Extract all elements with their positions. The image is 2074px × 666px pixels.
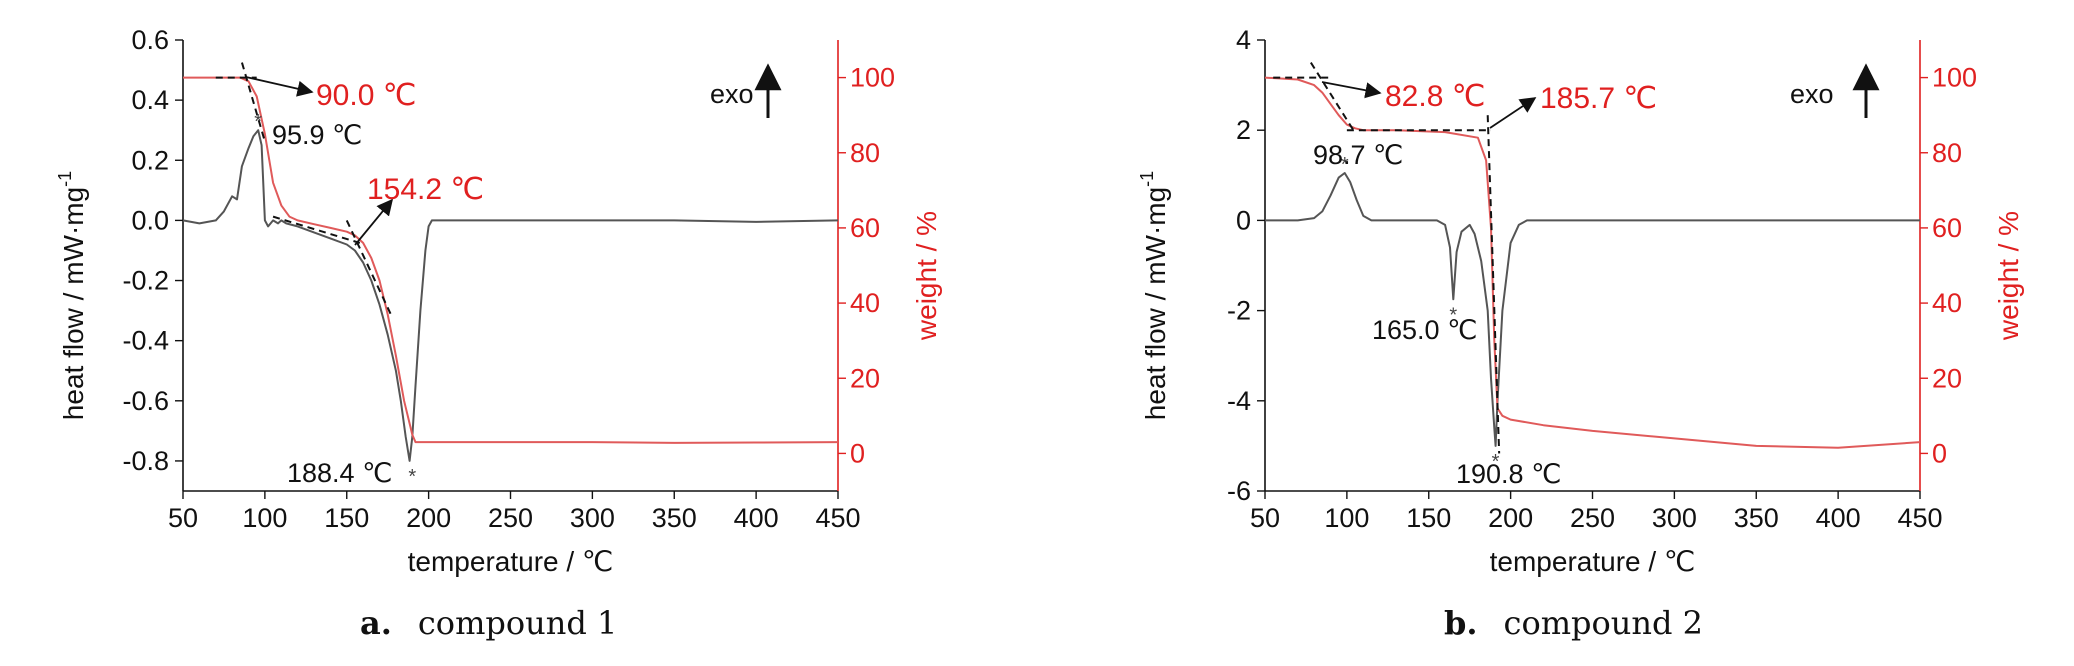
y-right-tick-label: 0	[1932, 438, 1947, 468]
tangent-line	[272, 215, 361, 244]
y-left-tick-label: 0.2	[131, 145, 169, 175]
x-axis-label: temperature / ℃	[1490, 546, 1696, 577]
caption-letter: b.	[1444, 604, 1478, 642]
peak-marker: *	[1341, 154, 1349, 176]
annotation-label: 185.7 ℃	[1540, 82, 1657, 115]
tangent-line	[240, 62, 266, 142]
x-tick-label: 150	[1406, 503, 1451, 533]
annotation-arrow	[1489, 97, 1537, 129]
tangent-line	[1310, 62, 1355, 131]
annotation-label: 154.2 ℃	[367, 173, 484, 206]
x-tick-label: 400	[734, 503, 779, 533]
annotation-label: 190.8 ℃	[1456, 459, 1561, 489]
annotation-label: 82.8 ℃	[1385, 80, 1485, 113]
y-axis-label-right: weight / %	[1993, 211, 2024, 341]
y-right-tick-label: 80	[850, 138, 880, 168]
x-tick-label: 350	[1734, 503, 1779, 533]
y-left-tick-label: -4	[1227, 386, 1251, 416]
y-axis-label-right: weight / %	[911, 211, 942, 341]
annotation-label: 188.4 ℃	[287, 458, 392, 488]
y-left-tick-label: -6	[1227, 476, 1251, 506]
y-right-tick-label: 20	[1932, 363, 1962, 393]
caption-text: compound 2	[1503, 604, 1704, 642]
annotation-label: 95.9 ℃	[272, 120, 362, 150]
y-left-tick-label: -2	[1227, 296, 1251, 326]
y-right-tick-label: 100	[1932, 63, 1977, 93]
y-left-tick-label: -0.6	[122, 386, 169, 416]
caption-a: a. compound 1	[360, 604, 617, 642]
y-axis-label-text: heat flow / mW·mg	[1140, 187, 1171, 420]
chart-panel-compound-2: 50 100 150 200 250 300 350 400 450420-2-4-610080…	[1137, 25, 2024, 577]
exo-label: exo	[1790, 79, 1834, 109]
x-tick-label: 450	[815, 503, 860, 533]
peak-marker: *	[1492, 451, 1500, 473]
dsc-heat-flow-line	[182, 129, 839, 462]
y-left-tick-label: -0.2	[122, 266, 169, 296]
x-tick-label: 50	[168, 503, 198, 533]
caption-text: compound 1	[417, 604, 618, 642]
y-axis-label-sup: -1	[1137, 171, 1157, 187]
x-tick-label: 200	[406, 503, 451, 533]
annotation-label: 165.0 ℃	[1372, 315, 1477, 345]
peak-marker: *	[408, 466, 416, 488]
chart-panel-compound-1: 50 100 150 200 250 300 350 400 4500.60.40.20.0-0…	[55, 25, 942, 577]
y-right-tick-label: 60	[1932, 213, 1962, 243]
y-left-tick-label: -0.8	[122, 446, 169, 476]
y-left-tick-label: 0.4	[131, 85, 169, 115]
y-left-tick-label: 0	[1236, 205, 1251, 235]
peak-marker: *	[254, 111, 262, 133]
y-axis-label-left: heat flow / mW·mg-1	[1137, 171, 1171, 420]
annotation-label: 98.7 ℃	[1313, 140, 1403, 170]
x-tick-label: 250	[1570, 503, 1615, 533]
x-axis-label: temperature / ℃	[408, 546, 614, 577]
y-right-tick-label: 60	[850, 213, 880, 243]
x-tick-label: 100	[242, 503, 287, 533]
y-right-tick-label: 80	[1932, 138, 1962, 168]
y-right-tick-label: 40	[1932, 288, 1962, 318]
x-tick-label: 100	[1324, 503, 1369, 533]
x-tick-label: 150	[324, 503, 369, 533]
tangent-line	[1486, 115, 1501, 454]
x-tick-label: 50	[1250, 503, 1280, 533]
y-right-tick-label: 40	[850, 288, 880, 318]
y-left-tick-label: 4	[1236, 25, 1251, 55]
exo-label: exo	[710, 79, 754, 109]
peak-marker: *	[1449, 304, 1457, 326]
tg-weight-line	[1264, 76, 1921, 449]
y-left-tick-label: 0.6	[131, 25, 169, 55]
y-right-tick-label: 100	[850, 63, 895, 93]
annotation-arrow	[1321, 81, 1382, 99]
y-right-tick-label: 20	[850, 363, 880, 393]
y-left-tick-label: 0.0	[131, 205, 169, 235]
y-right-tick-label: 0	[850, 438, 865, 468]
x-tick-label: 450	[1897, 503, 1942, 533]
x-tick-label: 300	[570, 503, 615, 533]
annotation-arrow	[354, 198, 394, 246]
caption-letter: a.	[360, 604, 392, 642]
dsc-heat-flow-line	[1265, 172, 1920, 447]
x-tick-label: 400	[1816, 503, 1861, 533]
annotation-arrow	[245, 76, 314, 97]
y-axis-label-left: heat flow / mW·mg-1	[55, 171, 89, 420]
y-left-tick-label: 2	[1236, 115, 1251, 145]
x-tick-label: 200	[1488, 503, 1533, 533]
y-left-tick-label: -0.4	[122, 326, 169, 356]
y-axis-label-text: heat flow / mW·mg	[58, 187, 89, 420]
y-axis-label-sup: -1	[55, 171, 75, 187]
annotation-label: 90.0 ℃	[316, 79, 416, 112]
caption-b: b. compound 2	[1444, 604, 1703, 642]
tangent-line	[345, 219, 394, 319]
x-tick-label: 350	[652, 503, 697, 533]
x-tick-label: 250	[488, 503, 533, 533]
x-tick-label: 300	[1652, 503, 1697, 533]
